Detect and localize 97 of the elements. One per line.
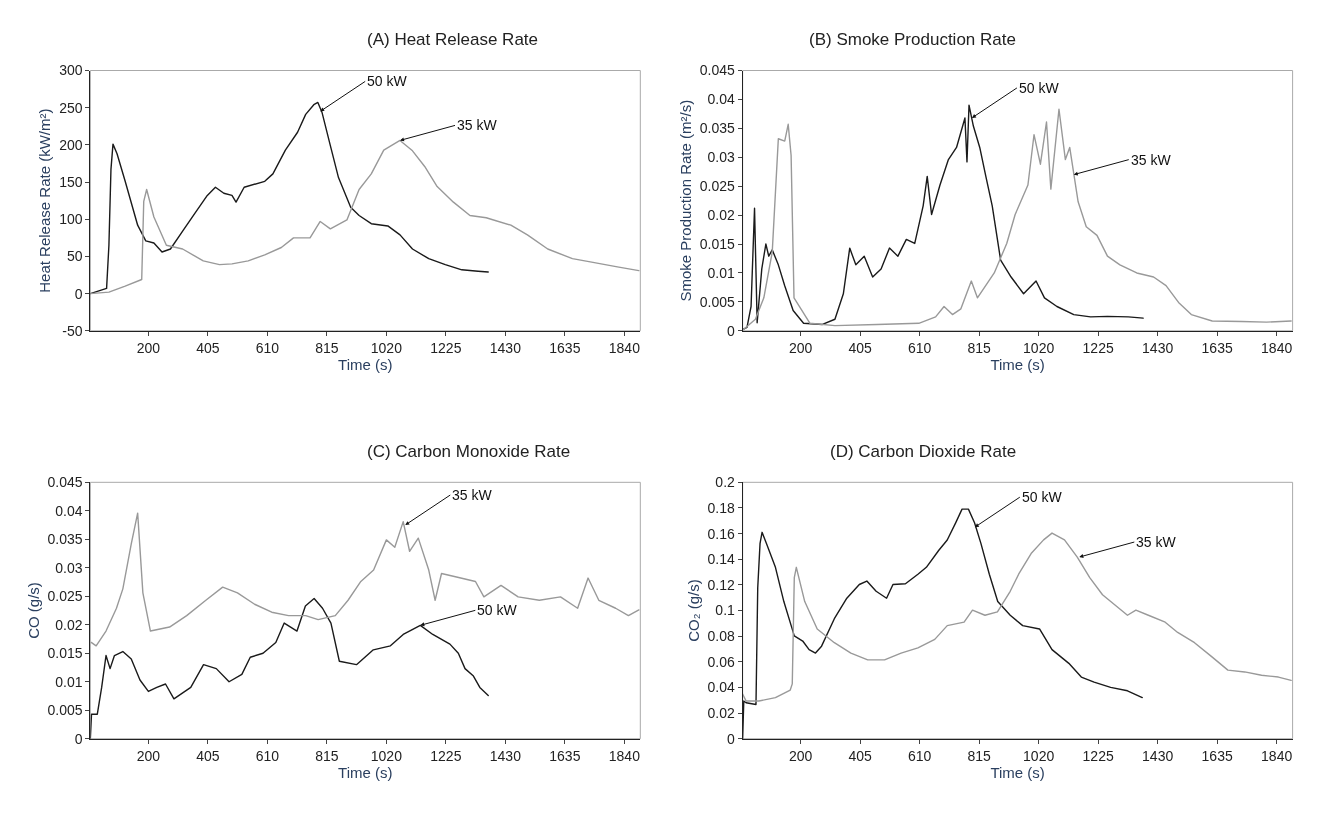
y-tick-label: 0: [74, 285, 83, 302]
y-axis-title: Heat Release Rate (kW/m²): [36, 108, 54, 293]
y-tick-label: 0.005: [699, 293, 736, 310]
y-tick-label: 0.06: [707, 653, 736, 670]
y-tick-label: 0.025: [47, 588, 83, 605]
y-tick-label: 0.04: [707, 679, 736, 696]
annotation: 50 kW: [367, 73, 408, 89]
x-tick-label: 200: [136, 747, 161, 764]
annotation: 50 kW: [477, 602, 518, 618]
y-tick-label: 0: [74, 730, 83, 747]
x-tick-label: 610: [908, 747, 932, 764]
annotation: 35 kW: [1136, 534, 1177, 550]
x-axis-title: Time (s): [990, 355, 1045, 373]
x-tick-label: 1225: [1082, 747, 1114, 764]
x-axis-title: Time (s): [338, 355, 393, 373]
x-tick-label: 1020: [1023, 747, 1055, 764]
y-tick-label: 0.08: [707, 628, 736, 645]
x-tick-label: 405: [848, 747, 873, 764]
chart-title: (D) Carbon Dioxide Rate: [830, 442, 1017, 461]
x-tick-label: 1635: [1201, 339, 1233, 356]
y-tick-label: 0: [727, 730, 736, 747]
x-tick-label: 815: [315, 747, 339, 764]
y-tick-label: 0.12: [707, 576, 736, 593]
y-tick-label: 0.02: [707, 704, 736, 721]
annotation: 35 kW: [457, 117, 498, 133]
y-tick-label: 0.18: [707, 499, 736, 516]
x-tick-label: 1020: [1023, 339, 1055, 356]
y-tick-label: 0.04: [55, 502, 83, 519]
x-tick-label: 815: [315, 339, 339, 356]
y-tick-label: 150: [59, 173, 83, 190]
x-tick-label: 1635: [549, 339, 581, 356]
annotation: 35 kW: [452, 487, 493, 503]
y-tick-label: 0.01: [55, 673, 83, 690]
line-series: [742, 532, 1292, 702]
x-axis-title: Time (s): [338, 763, 393, 781]
y-tick-label: 250: [59, 99, 83, 116]
x-axis-title: Time (s): [990, 763, 1045, 781]
x-tick-label: 1840: [608, 339, 641, 356]
y-tick-label: 0.14: [707, 551, 736, 568]
chart-title: (C) Carbon Monoxide Rate: [367, 442, 571, 461]
y-tick-label: 0.025: [699, 178, 736, 195]
chart-title: (B) Smoke Production Rate: [809, 30, 1016, 49]
y-tick-label: 0.035: [47, 531, 83, 548]
y-tick-label: 0.015: [699, 235, 736, 252]
x-tick-label: 815: [967, 747, 992, 764]
x-tick-label: 610: [908, 339, 932, 356]
x-tick-label: 1635: [1201, 747, 1233, 764]
x-tick-label: 1840: [608, 747, 641, 764]
x-tick-label: 1430: [489, 747, 522, 764]
y-tick-label: 0.045: [699, 62, 736, 79]
x-tick-label: 610: [255, 747, 280, 764]
y-tick-label: 0: [727, 322, 736, 339]
x-tick-label: 405: [848, 339, 873, 356]
y-tick-label: 0.04: [707, 91, 736, 108]
x-tick-label: 200: [789, 747, 813, 764]
y-tick-label: 0.045: [47, 474, 83, 491]
y-tick-label: 0.02: [707, 207, 736, 224]
x-tick-label: 1020: [370, 747, 403, 764]
x-tick-label: 200: [789, 339, 813, 356]
annotation: 50 kW: [1019, 80, 1060, 96]
y-tick-label: 200: [59, 136, 83, 153]
y-axis-title: Smoke Production Rate (m²/s): [677, 99, 695, 302]
x-tick-label: 405: [196, 747, 220, 764]
y-tick-label: 100: [59, 211, 83, 228]
x-tick-label: 1430: [489, 339, 522, 356]
x-tick-label: 1635: [549, 747, 581, 764]
x-tick-label: 610: [255, 339, 280, 356]
x-tick-label: 1020: [370, 339, 403, 356]
y-tick-label: 0.035: [699, 120, 736, 137]
annotation: 35 kW: [1131, 152, 1172, 168]
x-tick-label: 1225: [430, 747, 462, 764]
y-tick-label: 0.16: [707, 525, 736, 542]
y-tick-label: 0.01: [707, 264, 736, 281]
y-tick-label: 0.02: [55, 616, 83, 633]
y-tick-label: 0.03: [55, 559, 83, 576]
x-tick-label: 815: [967, 339, 992, 356]
y-tick-label: 50: [66, 248, 83, 265]
y-tick-label: 0.2: [715, 474, 736, 491]
y-tick-label: 0.03: [707, 149, 736, 166]
x-tick-label: 1225: [430, 339, 462, 356]
y-tick-label: 300: [59, 62, 83, 79]
x-tick-label: 1840: [1261, 339, 1293, 356]
line-series: [90, 512, 640, 647]
y-tick-label: 0.1: [715, 602, 736, 619]
y-axis-title: CO (g/s): [24, 582, 42, 639]
chart-title: (A) Heat Release Rate: [367, 30, 539, 49]
x-tick-label: 405: [196, 339, 220, 356]
x-tick-label: 1225: [1082, 339, 1114, 356]
annotation: 50 kW: [1022, 489, 1063, 505]
x-tick-label: 1840: [1261, 747, 1293, 764]
y-tick-label: 0.015: [47, 645, 83, 662]
y-tick-label: 0.005: [47, 702, 83, 719]
y-tick-label: -50: [62, 322, 83, 339]
y-axis-title: CO₂ (g/s): [684, 579, 702, 642]
x-tick-label: 1430: [1142, 339, 1174, 356]
x-tick-label: 1430: [1142, 747, 1174, 764]
x-tick-label: 200: [136, 339, 161, 356]
